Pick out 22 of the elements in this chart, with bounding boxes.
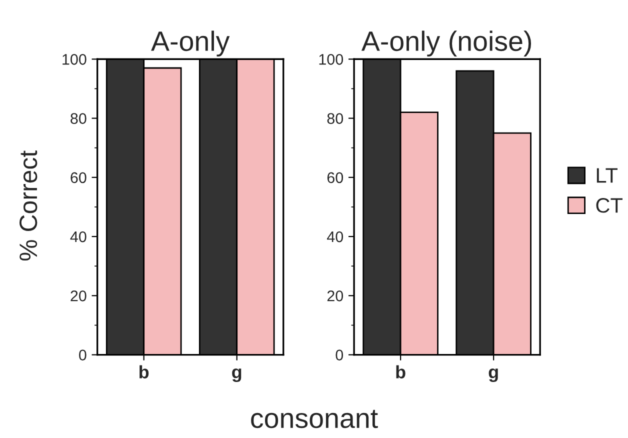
- y-tick-label: 100: [319, 54, 344, 65]
- y-axis-title: % Correct: [20, 150, 38, 261]
- x-axis-title: consonant: [251, 410, 378, 428]
- chart-title: A-only (noise): [361, 30, 532, 57]
- chart-title: A-only: [151, 30, 230, 57]
- x-tick-label: g: [488, 368, 498, 382]
- y-tick-label: 100: [62, 54, 86, 65]
- legend-label: LT: [596, 168, 618, 183]
- y-tick-label: 80: [70, 113, 86, 124]
- y-tick-label: 80: [327, 113, 344, 124]
- x-tick-label: b: [140, 365, 149, 378]
- y-tick-label: 20: [70, 290, 86, 302]
- y-tick-label: 20: [327, 290, 344, 302]
- y-tick-label: 60: [327, 172, 344, 184]
- y-tick-label: 60: [70, 172, 86, 184]
- x-tick-label: b: [396, 365, 406, 378]
- x-tick-label: g: [232, 368, 242, 382]
- legend-label: CT: [596, 198, 623, 213]
- y-tick-label: 40: [326, 231, 344, 242]
- y-tick-label: 0: [79, 350, 86, 360]
- y-tick-label: 0: [336, 350, 344, 360]
- y-tick-label: 40: [70, 231, 86, 242]
